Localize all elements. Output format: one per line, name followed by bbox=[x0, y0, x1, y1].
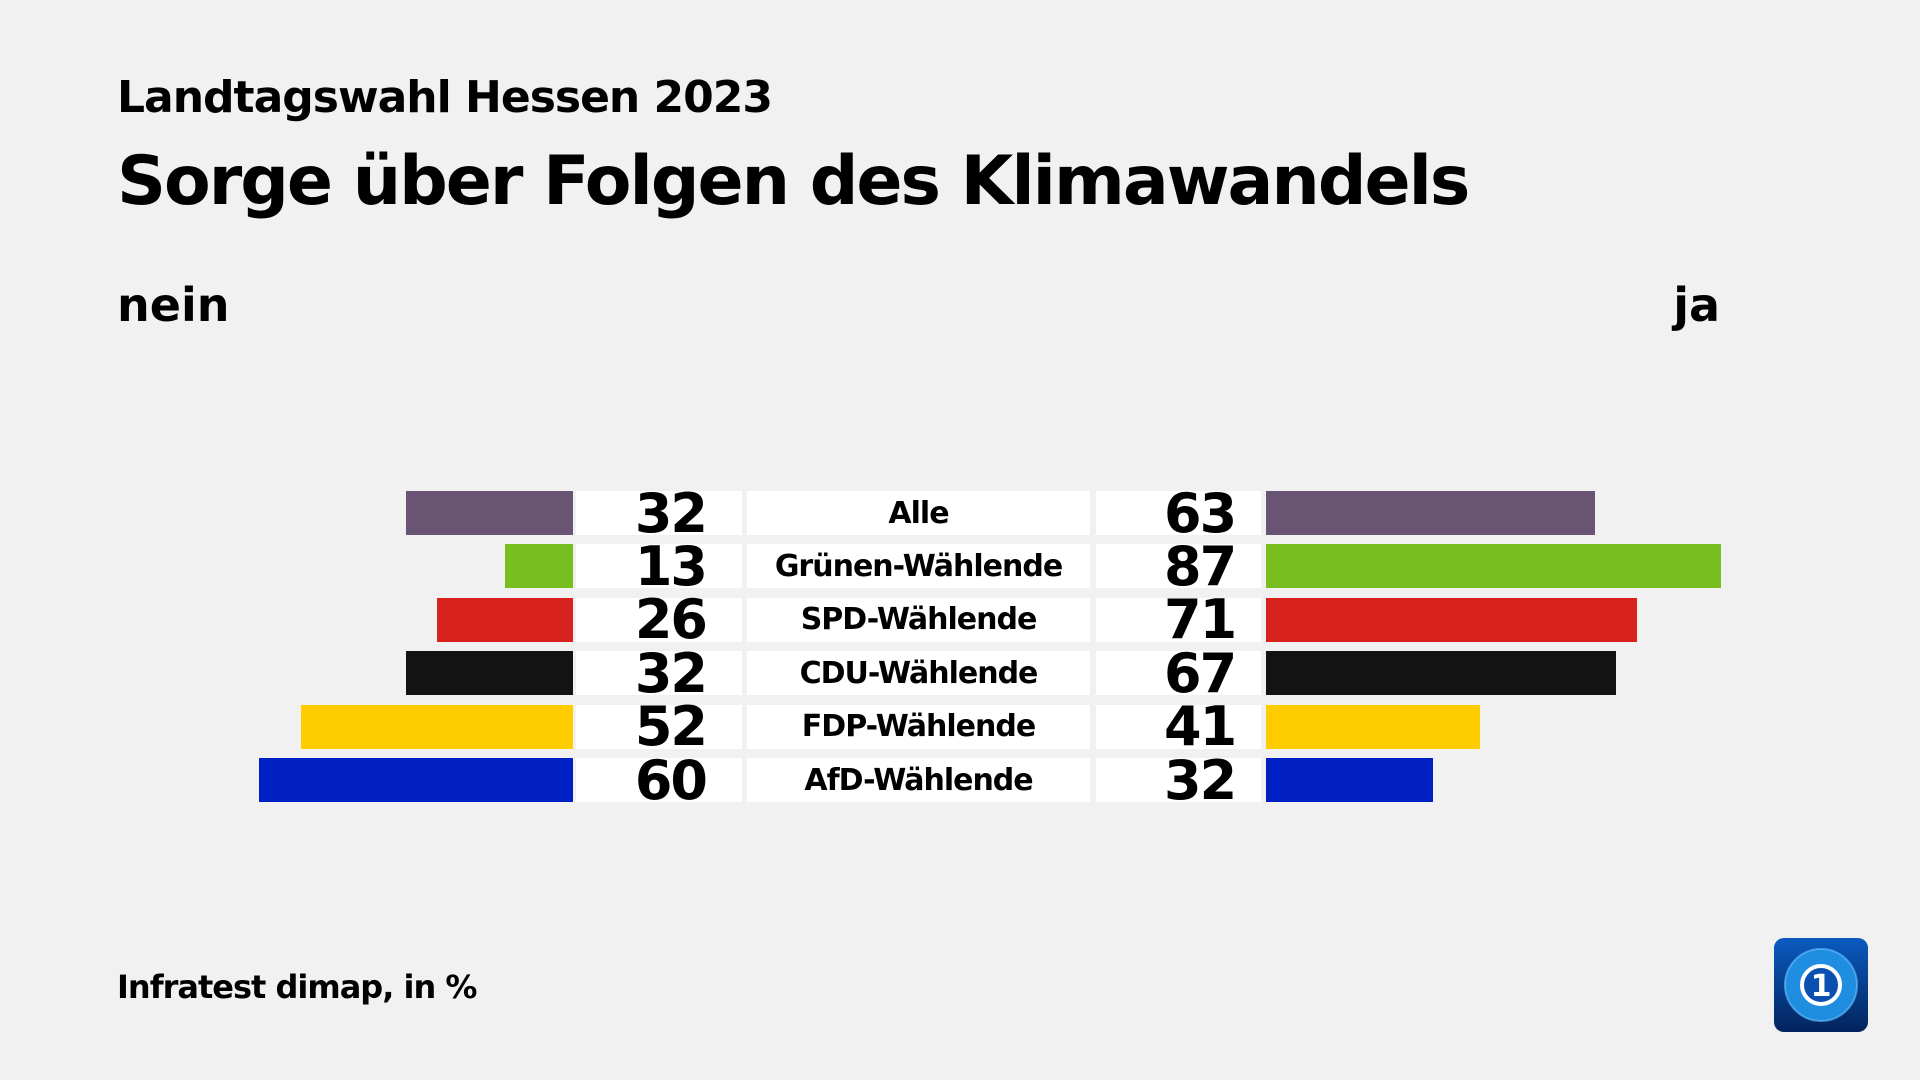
category-label: CDU-Wählende bbox=[747, 651, 1090, 696]
value-nein: 60 bbox=[576, 749, 742, 812]
value-ja: 87 bbox=[1096, 535, 1261, 598]
bar-ja bbox=[1266, 544, 1721, 589]
category-label: FDP-Wählende bbox=[747, 704, 1090, 749]
value-ja: 41 bbox=[1096, 695, 1261, 758]
value-nein: 32 bbox=[576, 482, 742, 545]
bar-nein bbox=[505, 544, 573, 589]
value-nein: 26 bbox=[576, 588, 742, 651]
chart-title: Sorge über Folgen des Klimawandels bbox=[117, 142, 1470, 221]
category-label: SPD-Wählende bbox=[747, 597, 1090, 642]
category-label: Grünen-Wählende bbox=[747, 544, 1090, 589]
value-ja: 71 bbox=[1096, 588, 1261, 651]
value-ja: 63 bbox=[1096, 482, 1261, 545]
bar-ja bbox=[1266, 651, 1617, 696]
bar-nein bbox=[259, 758, 573, 802]
value-nein: 52 bbox=[576, 695, 742, 758]
bar-ja bbox=[1266, 758, 1434, 802]
value-nein: 32 bbox=[576, 642, 742, 705]
bar-nein bbox=[405, 651, 573, 696]
bar-nein bbox=[437, 597, 573, 642]
legend-nein: nein bbox=[117, 278, 230, 332]
legend-ja: ja bbox=[1673, 278, 1720, 332]
svg-text:1: 1 bbox=[1811, 969, 1832, 1004]
bar-ja bbox=[1266, 704, 1481, 749]
bar-ja bbox=[1266, 491, 1596, 535]
bar-ja bbox=[1266, 597, 1638, 642]
bar-nein bbox=[405, 491, 573, 535]
value-ja: 67 bbox=[1096, 642, 1261, 705]
bar-nein bbox=[301, 704, 573, 749]
value-nein: 13 bbox=[576, 535, 742, 598]
category-label: Alle bbox=[747, 491, 1090, 535]
chart-subtitle: Landtagswahl Hessen 2023 bbox=[117, 72, 773, 123]
source-note: Infratest dimap, in % bbox=[117, 968, 477, 1006]
tagesschau-logo: 1 bbox=[1774, 938, 1868, 1032]
category-label: AfD-Wählende bbox=[747, 758, 1090, 802]
value-ja: 32 bbox=[1096, 749, 1261, 812]
